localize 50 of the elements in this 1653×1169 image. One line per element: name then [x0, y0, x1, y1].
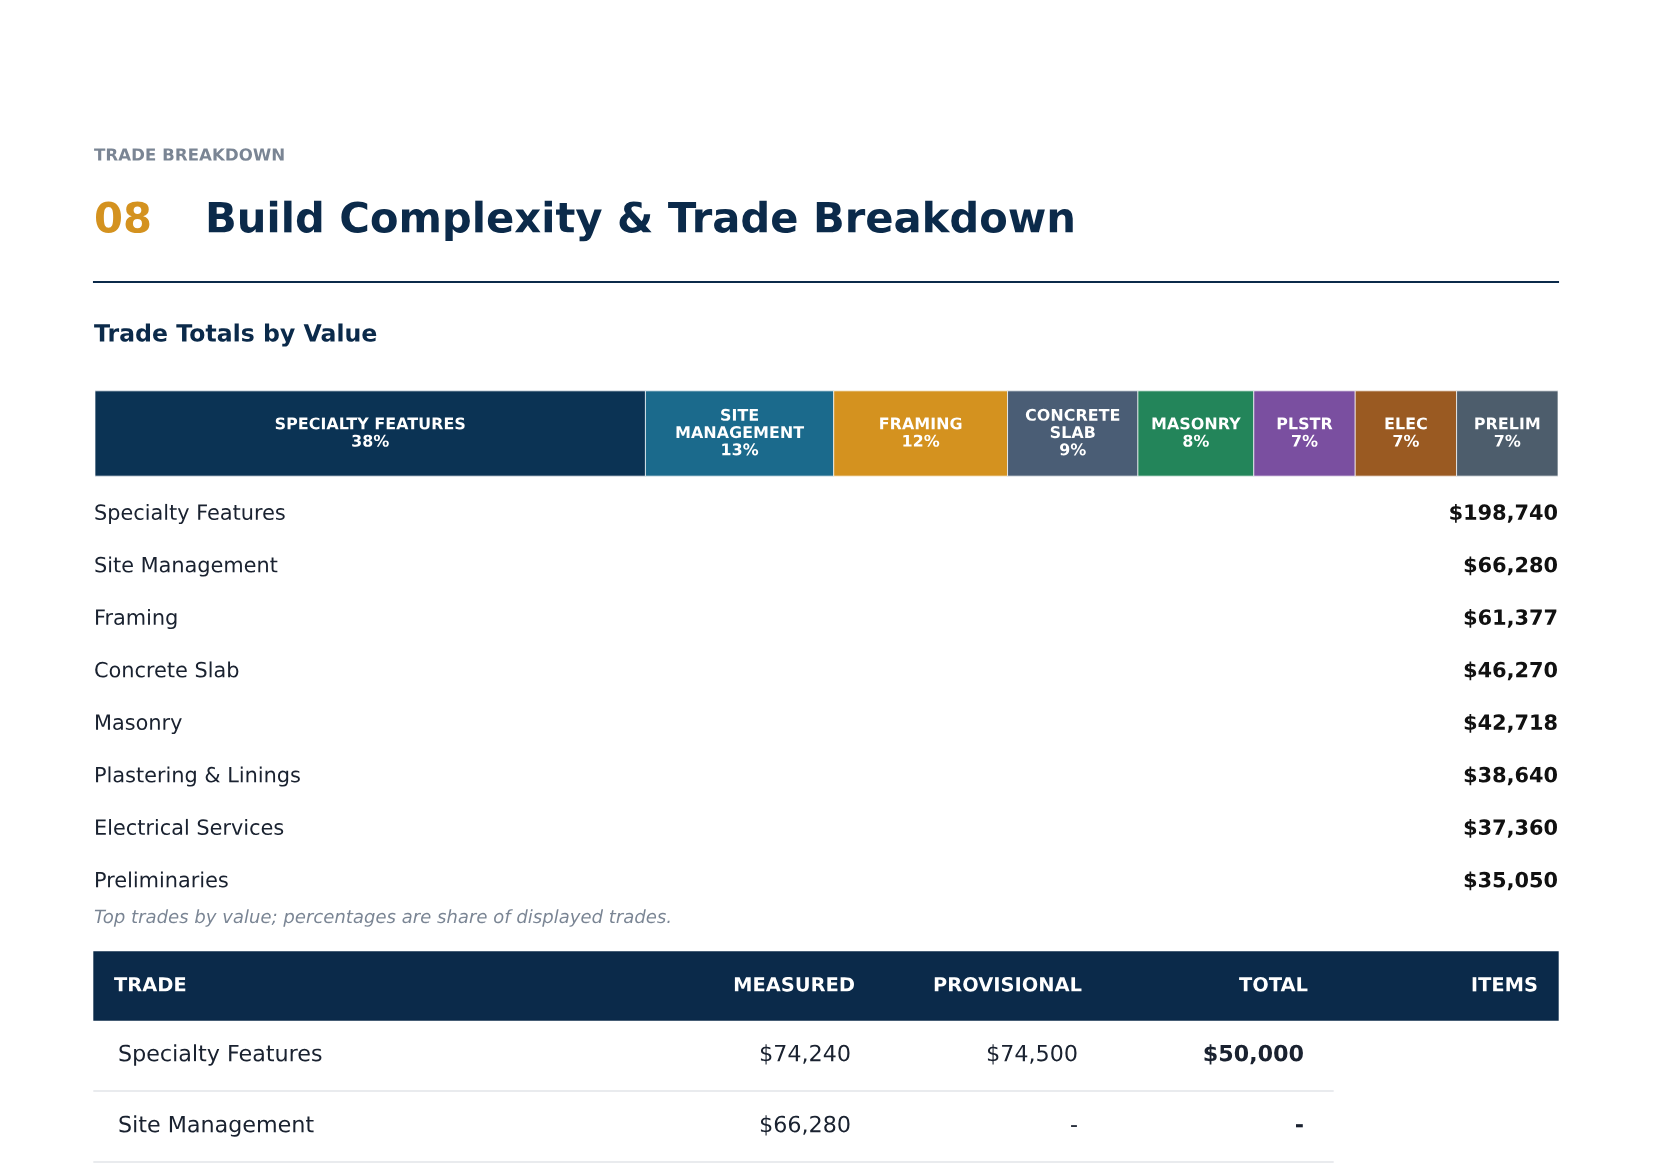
category-label: MEASURED [734, 976, 854, 992]
text: $61,377 [1464, 608, 1557, 628]
series-label: PLSTR [1277, 417, 1333, 430]
category-label: Specialty Features [95, 503, 285, 525]
text: Top trades by value; percentages are share of displayed trades. [94, 909, 670, 927]
category-label: Plastering & Linings [96, 766, 300, 787]
data-label: 9% [1060, 443, 1086, 456]
series-label: MASONRY [1152, 417, 1241, 430]
text: $74,240 [760, 1044, 850, 1065]
chart-title: Build Complexity & Trade Breakdown [208, 200, 1073, 242]
data-label: 38% [352, 434, 389, 447]
series-label: CONCRETE SLAB [1025, 408, 1120, 439]
text: $35,050 [1464, 871, 1558, 891]
text: $66,280 [760, 1115, 850, 1136]
series-label: SITE MANAGEMENT [676, 408, 805, 439]
category-label: Concrete Slab [95, 661, 239, 678]
data-label: 12% [903, 434, 940, 447]
text: $66,280 [1464, 556, 1558, 576]
data-label: 13% [722, 443, 759, 456]
text: $50,000 [1204, 1044, 1303, 1065]
category-label: Specialty Features [119, 1044, 322, 1066]
series-label: ELEC [1385, 417, 1427, 430]
category-label: Site Management [119, 1115, 314, 1137]
category-label: PROVISIONAL [934, 976, 1082, 992]
text: $42,718 [1464, 713, 1557, 733]
category-label: Preliminaries [96, 871, 228, 888]
data-label: 7% [1494, 434, 1521, 447]
text: $74,500 [987, 1044, 1077, 1065]
text: $37,360 [1464, 818, 1558, 838]
text: 08 [95, 201, 150, 234]
category-label: Framing [96, 608, 177, 630]
category-label: TOTAL [1239, 976, 1308, 992]
text: $38,640 [1464, 766, 1558, 786]
category-label: Electrical Services [96, 818, 284, 836]
text: $198,740 [1450, 503, 1558, 523]
text: $46,270 [1464, 661, 1558, 681]
data-label: 7% [1292, 434, 1318, 447]
series-label: FRAMING [880, 417, 962, 430]
series-label: SPECIALTY FEATURES [275, 417, 465, 430]
data-label: 8% [1183, 434, 1209, 447]
text: - [1071, 1125, 1077, 1127]
category-label: Site Management [95, 556, 278, 577]
text: - [1295, 1124, 1303, 1128]
series-label: PRELIM [1475, 417, 1540, 430]
data-label: 7% [1393, 434, 1419, 447]
text: TRADE [114, 977, 186, 992]
text: TRADE BREAKDOWN [94, 148, 284, 161]
chart-subtitle: Trade Totals by Value [94, 323, 377, 347]
category-label: Masonry [96, 714, 182, 735]
category-label: ITEMS [1472, 976, 1537, 992]
